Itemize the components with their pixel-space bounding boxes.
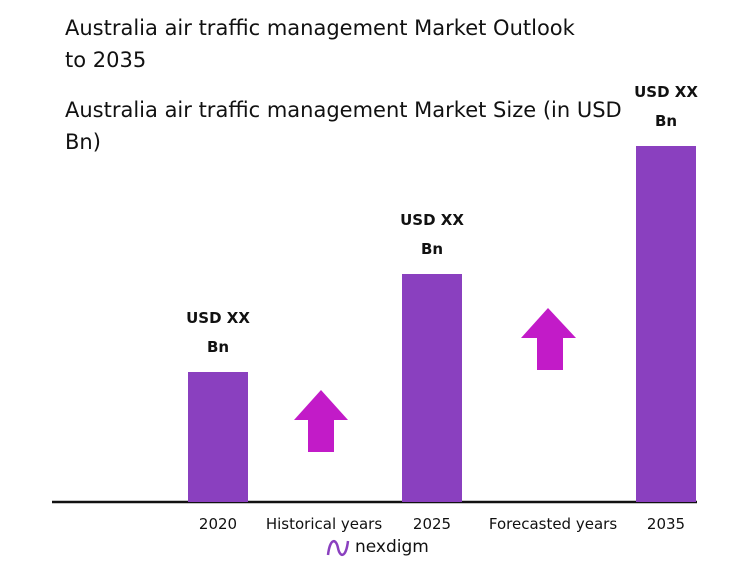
x-tick-label: 2035 [647, 515, 685, 533]
bar [188, 372, 248, 502]
arrow [521, 308, 576, 370]
logo-icon [326, 540, 350, 556]
annotation: Forecasted years [489, 515, 617, 533]
bar [636, 146, 696, 502]
arrow [294, 390, 348, 452]
x-tick-label: 2020 [199, 515, 237, 533]
value-label: USD XX Bn [634, 83, 698, 130]
chart-title: Australia air traffic management Market … [65, 16, 575, 72]
x-tick-label: 2025 [413, 515, 451, 533]
value-label: USD XX Bn [400, 211, 464, 258]
value-label: USD XX Bn [186, 309, 250, 356]
chart-subtitle: Australia air traffic management Market … [65, 98, 622, 154]
bar [402, 274, 462, 502]
annotation: Historical years [266, 515, 382, 533]
brand: nexdigm [355, 537, 429, 557]
